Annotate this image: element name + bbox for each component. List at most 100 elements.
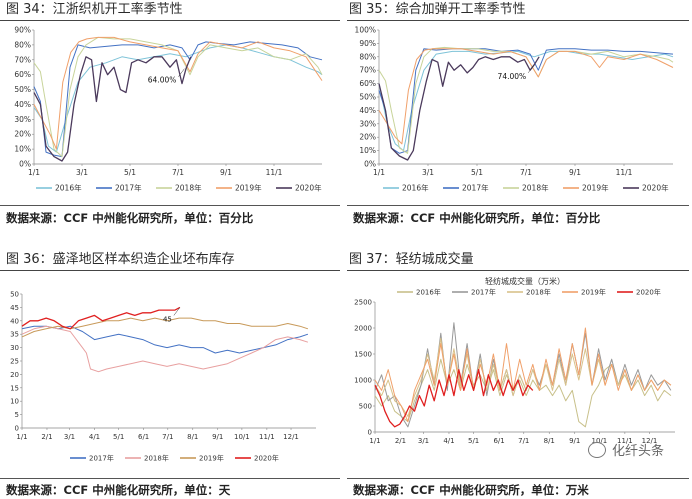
- x-tick-label: 12/1: [642, 437, 658, 445]
- x-tick-label: 5/1: [471, 168, 483, 177]
- legend-label: 2016年: [416, 288, 441, 297]
- y-tick-label: 1000: [354, 377, 372, 385]
- x-tick-label: 6/1: [493, 437, 504, 445]
- wechat-icon: [587, 442, 606, 458]
- y-tick-label: 70%: [359, 66, 376, 75]
- annotation-leader: [173, 307, 181, 316]
- chart-36: 0 5 10 15 20 25 30 35 40 45 50 1/1 2/1 3/1 4/1 5/1 6/1 7/…: [10, 291, 316, 463]
- series-line-2020年: [33, 56, 192, 162]
- watermark: 化纤头条: [587, 440, 664, 459]
- x-tick-label: 1/1: [369, 437, 380, 445]
- series-line-2019年: [378, 48, 674, 145]
- y-tick-label: 50%: [14, 85, 31, 94]
- y-tick-label: 20: [10, 371, 19, 379]
- series-line-2020年: [374, 368, 534, 428]
- x-tick-label: 8/1: [187, 433, 198, 441]
- data-label: 74.00%: [498, 72, 527, 81]
- chart-37: 轻纺城成交量（万米） 0 500 1000 1500 2000 2500 1/1 2/1 3/1 4…: [354, 276, 675, 445]
- panel-36: 图 36：盛泽地区样本织造企业坯布库存 0 5 10 15 20 25 30 35 40 45 50…: [0, 250, 343, 499]
- x-tick-label: 9/1: [212, 433, 223, 441]
- panel-title: 图 34：江浙织机开工率季节性: [6, 2, 183, 17]
- x-tick-label: 8/1: [544, 437, 555, 445]
- y-tick-label: 15: [10, 384, 19, 392]
- annotation-leader: [178, 68, 185, 77]
- x-tick-label: 1/1: [16, 433, 27, 441]
- legend-label: 2017年: [471, 288, 496, 297]
- legend-label: 2019年: [235, 183, 262, 193]
- source-note: 数据来源：CCF 中州能化研究所，单位：万米: [353, 483, 589, 497]
- legend-label: 2016年: [55, 183, 82, 193]
- x-tick-label: 11/1: [259, 433, 275, 441]
- legend-label: 2018年: [526, 288, 551, 297]
- annotation-leader: [527, 64, 535, 73]
- series-line-2016年: [378, 50, 674, 152]
- series-line-2019年: [33, 36, 323, 150]
- legend-label: 2018年: [175, 183, 202, 193]
- y-tick-label: 100%: [355, 26, 376, 35]
- legend-label: 2019年: [582, 183, 609, 193]
- x-tick-label: 10/1: [234, 433, 250, 441]
- y-tick-label: 60%: [14, 70, 31, 79]
- y-tick-label: 30%: [359, 119, 376, 128]
- legend-label: 2020年: [295, 183, 322, 193]
- title-rule: [347, 20, 689, 21]
- y-tick-label: 5: [15, 411, 19, 419]
- panel-title: 图 36：盛泽地区样本织造企业坯布库存: [6, 252, 235, 267]
- x-tick-label: 6/1: [138, 433, 149, 441]
- legend-label: 2018年: [522, 183, 549, 193]
- source-note: 数据来源：CCF 中州能化研究所，单位：百分比: [353, 211, 601, 225]
- x-tick-label: 1/1: [28, 168, 40, 177]
- y-tick-label: 0: [368, 429, 372, 437]
- x-tick-label: 11/1: [616, 168, 633, 177]
- source-rule: [0, 478, 340, 479]
- y-tick-label: 0%: [19, 160, 31, 169]
- x-tick-label: 3/1: [418, 437, 429, 445]
- legend-label: 2020年: [254, 454, 279, 463]
- y-tick-label: 50%: [359, 93, 376, 102]
- data-label: 64.00%: [148, 76, 177, 85]
- y-tick-label: 70%: [14, 55, 31, 64]
- series-line-2020年: [21, 306, 181, 330]
- x-tick-label: 9/1: [569, 437, 580, 445]
- x-tick-label: 3/1: [64, 433, 75, 441]
- data-label: 45: [163, 315, 172, 323]
- y-tick-label: 2500: [354, 299, 372, 307]
- y-tick-label: 10: [10, 398, 19, 406]
- chart-35: 0% 10% 20% 30% 40% 50% 60% 70% 80% 90% 100% 1/1 3/1 5…: [355, 26, 674, 193]
- source-rule: [347, 478, 689, 479]
- y-tick-label: 90%: [14, 26, 31, 35]
- watermark-text: 化纤头条: [611, 444, 664, 459]
- x-tick-label: 3/1: [422, 168, 434, 177]
- x-tick-label: 7/1: [520, 168, 532, 177]
- panel-35: 图 35：综合加弹开工率季节性 0% 10% 20% 30% 40% 50% 60% 70% 8…: [347, 0, 692, 232]
- x-tick-label: 5/1: [113, 433, 124, 441]
- legend-label: 2020年: [636, 288, 661, 297]
- title-rule: [0, 270, 340, 271]
- x-tick-label: 7/1: [518, 437, 529, 445]
- x-tick-label: 7/1: [172, 168, 184, 177]
- y-tick-label: 20%: [359, 133, 376, 142]
- panel-34: 图 34：江浙织机开工率季节性 0% 10% 20% 30% 40% 50% 60% 70% 8…: [0, 0, 343, 232]
- panel-title: 图 35：综合加弹开工率季节性: [349, 2, 526, 17]
- y-tick-label: 40: [10, 317, 19, 325]
- y-tick-label: 80%: [359, 52, 376, 61]
- legend-label: 2017年: [462, 183, 489, 193]
- source-rule: [347, 205, 689, 206]
- chart-34: 0% 10% 20% 30% 40% 50% 60% 70% 80% 90% 1/1 3/1 5/1 7/…: [14, 26, 323, 193]
- y-tick-label: 30%: [14, 115, 31, 124]
- panel-title: 图 37：轻纺城成交量: [349, 252, 474, 267]
- series-line-2019年: [374, 327, 672, 423]
- x-tick-label: 1/1: [373, 168, 385, 177]
- source-note: 数据来源：CCF 中州能化研究所，单位：天: [6, 483, 231, 497]
- title-rule: [347, 270, 689, 271]
- y-tick-label: 45: [10, 304, 19, 312]
- legend-label: 2016年: [402, 183, 429, 193]
- y-tick-label: 40%: [359, 106, 376, 115]
- x-tick-label: 11/1: [266, 168, 283, 177]
- y-tick-label: 20%: [14, 130, 31, 139]
- legend-label: 2019年: [199, 454, 224, 463]
- y-tick-label: 10%: [14, 145, 31, 154]
- x-tick-label: 11/1: [617, 437, 633, 445]
- x-tick-label: 9/1: [220, 168, 232, 177]
- title-rule: [0, 20, 340, 21]
